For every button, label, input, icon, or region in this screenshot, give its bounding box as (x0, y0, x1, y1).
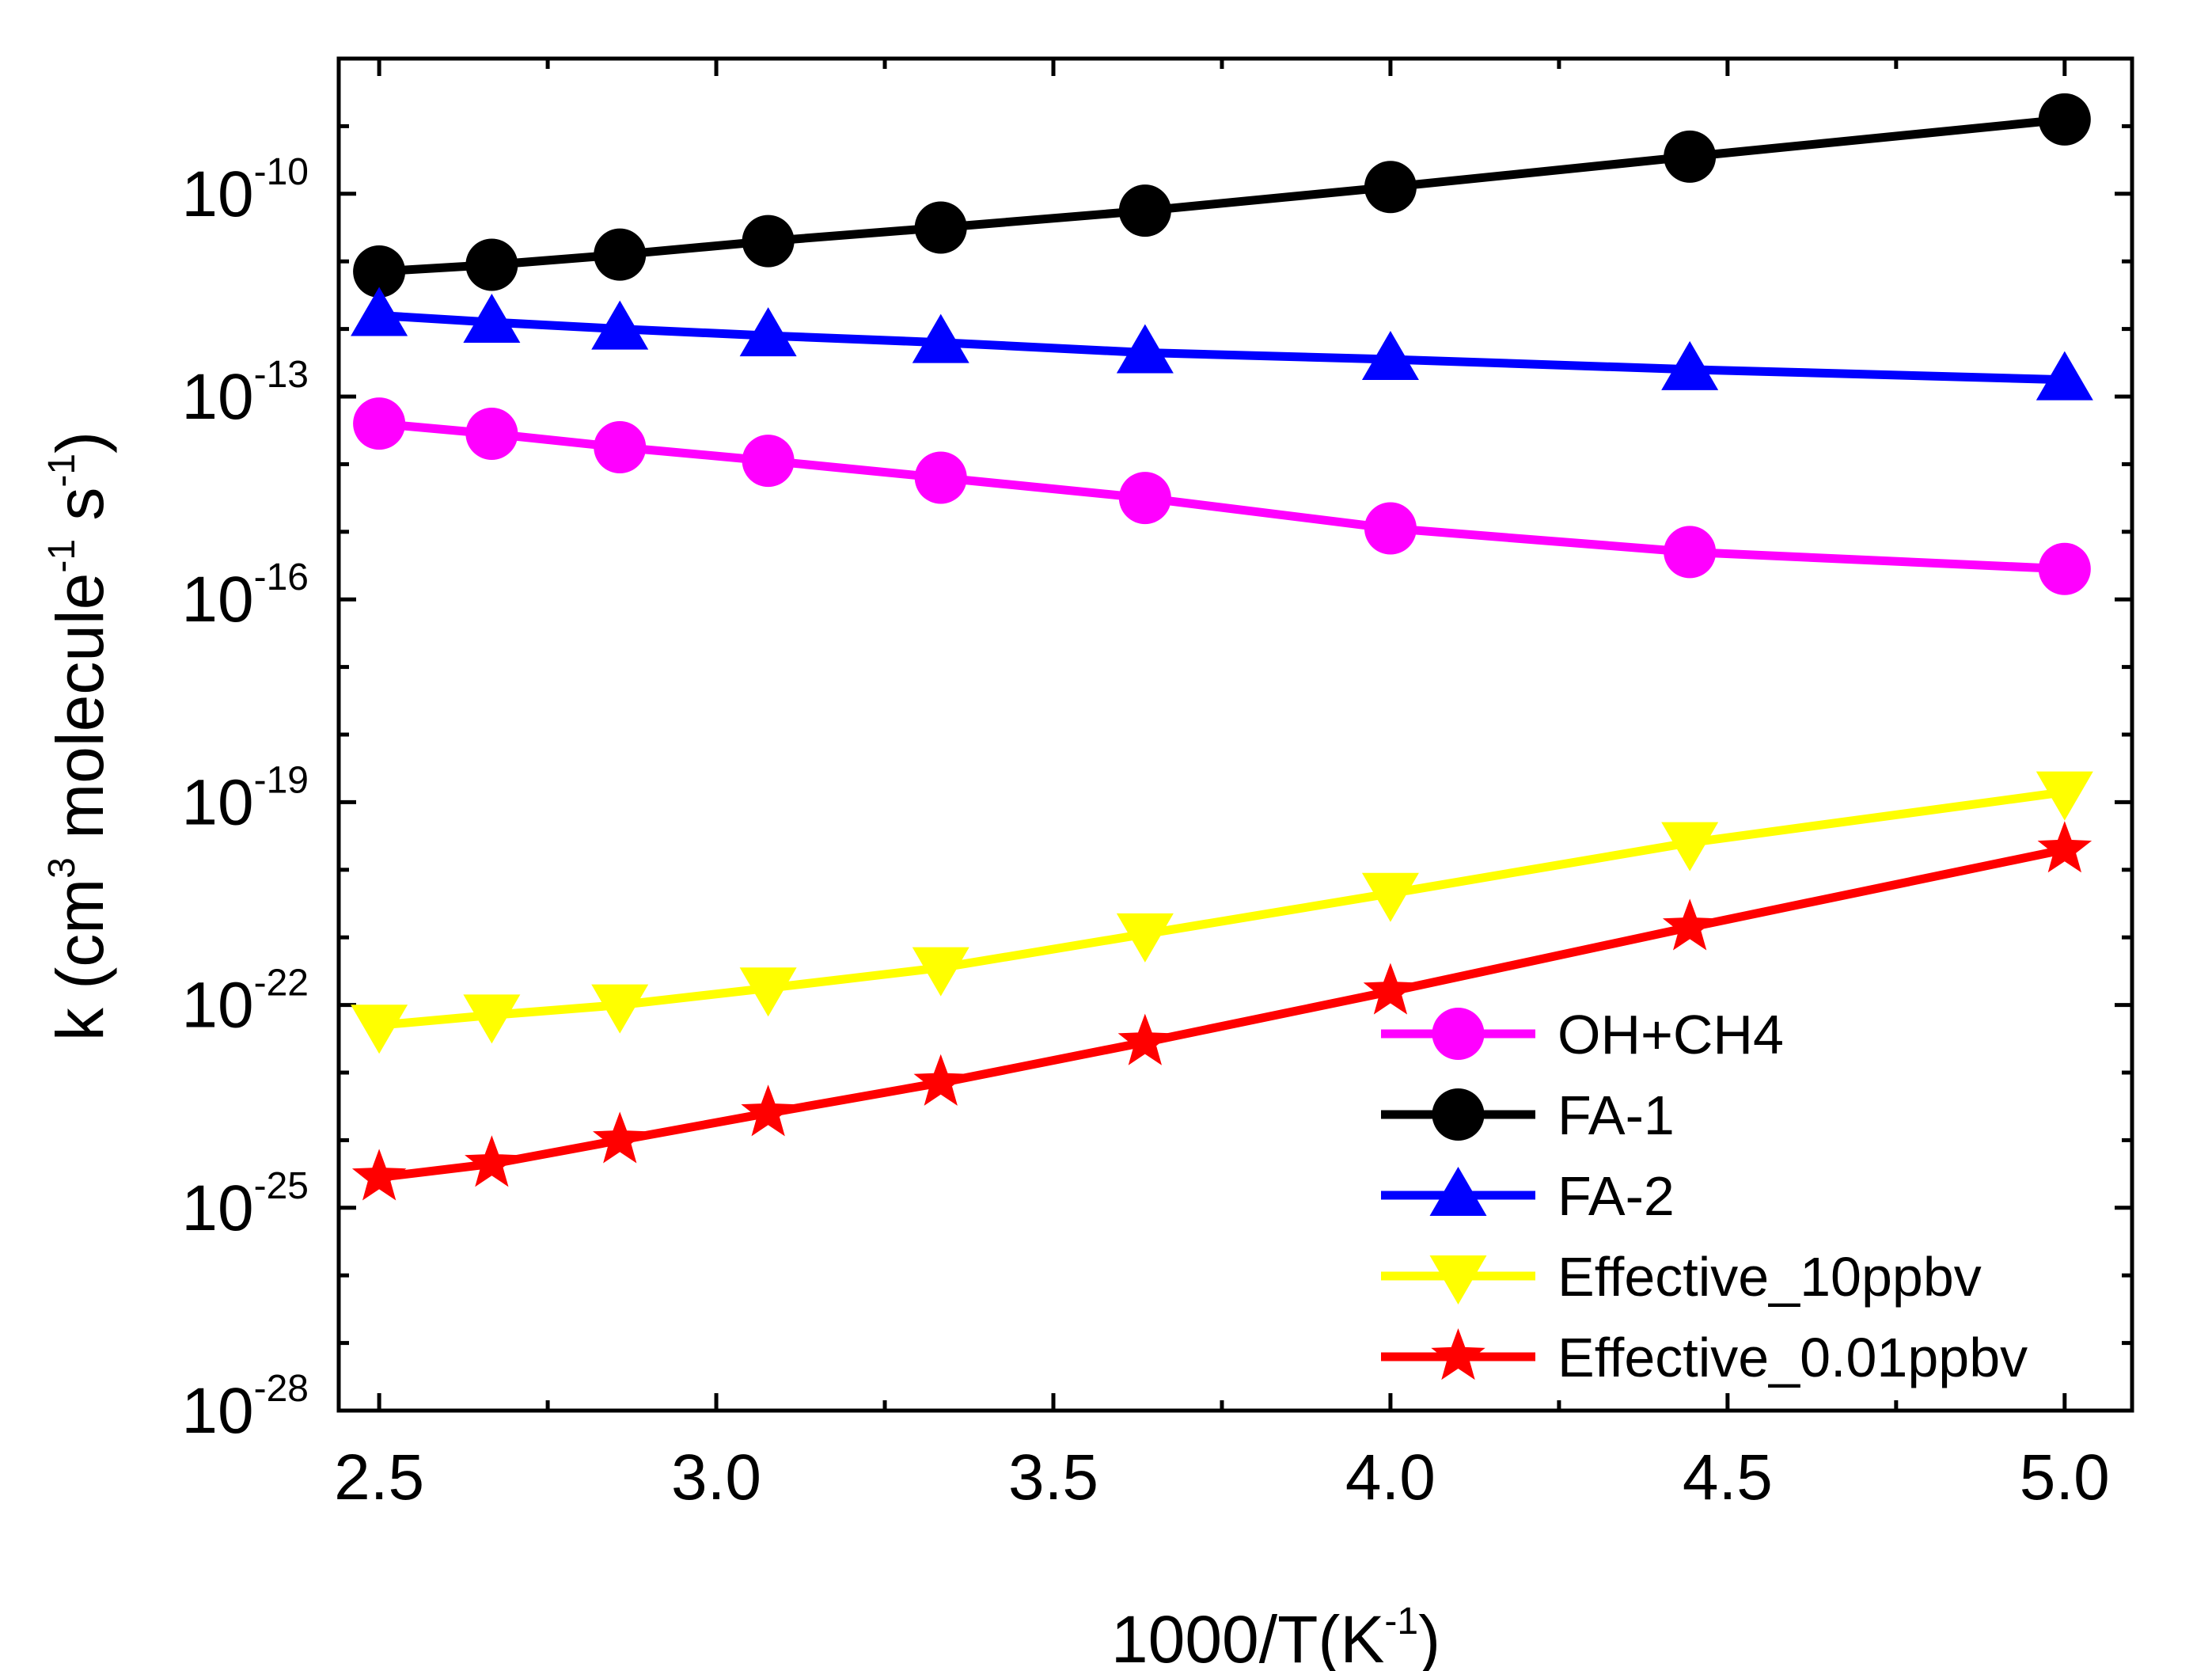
series-markers (351, 93, 2093, 1201)
point-effective-0-01ppbv (741, 1084, 795, 1137)
y-tick-label: 10-28 (181, 1368, 309, 1447)
point-effective-0-01ppbv (1117, 1013, 1173, 1065)
y-tick-label: 10-13 (181, 354, 309, 433)
point-oh-ch4 (1118, 472, 1171, 525)
point-oh-ch4 (2038, 542, 2091, 595)
point-effective-0-01ppbv (1363, 963, 1418, 1015)
point-fa-2 (351, 287, 408, 336)
legend-label: FA-1 (1558, 1084, 1675, 1146)
point-fa-2 (912, 313, 969, 363)
x-tick-label: 4.5 (1683, 1441, 1773, 1513)
x-tick-label: 4.0 (1345, 1441, 1436, 1513)
y-tick-label: 10-22 (181, 963, 309, 1042)
point-fa-1 (353, 245, 406, 298)
point-fa-2 (1361, 331, 1419, 381)
y-tick-label: 10-16 (181, 556, 309, 636)
point-fa-1 (914, 201, 967, 254)
point-effective-10ppbv (463, 994, 521, 1044)
point-fa-1 (1664, 130, 1717, 183)
legend-marker (1431, 1328, 1485, 1380)
point-fa-2 (1661, 340, 1719, 390)
x-tick-label: 5.0 (2020, 1441, 2110, 1513)
x-axis-title: 1000/T(K-1) (1111, 1601, 1440, 1671)
legend-label: OH+CH4 (1558, 1004, 1784, 1065)
point-effective-0-01ppbv (1662, 898, 1717, 951)
series-lines (378, 115, 2066, 1182)
legend-item-oh-ch4: OH+CH4 (1381, 1004, 1784, 1065)
point-oh-ch4 (914, 451, 967, 504)
point-fa-2 (2036, 351, 2093, 401)
point-fa-1 (742, 215, 795, 268)
point-oh-ch4 (1364, 502, 1417, 555)
legend-marker (1432, 1088, 1485, 1141)
legend-marker (1429, 1255, 1487, 1305)
point-effective-0-01ppbv (465, 1135, 519, 1187)
point-effective-10ppbv (1116, 913, 1174, 963)
point-fa-2 (1116, 324, 1174, 374)
legend-item-effective-0-01ppbv: Effective_0.01ppbv (1381, 1327, 2028, 1388)
point-effective-10ppbv (1661, 822, 1719, 872)
legend-label: FA-2 (1558, 1165, 1675, 1227)
plot-frame (336, 56, 2134, 1413)
point-effective-10ppbv (591, 984, 649, 1034)
y-tick-labels: 10-10 10-13 10-16 10-19 10-22 10-25 10-28 (181, 151, 309, 1447)
point-effective-10ppbv (351, 1004, 408, 1054)
y-tick-label: 10-25 (181, 1165, 309, 1244)
point-fa-1 (465, 238, 518, 291)
point-fa-2 (463, 294, 521, 344)
point-fa-2 (591, 300, 649, 350)
point-effective-10ppbv (2036, 771, 2093, 821)
legend-marker (1429, 1167, 1487, 1216)
point-fa-1 (594, 228, 647, 281)
y-axis-title: k (cm3 molecule-1 s-1) (41, 431, 117, 1041)
x-tick-label: 2.5 (334, 1441, 424, 1513)
point-effective-10ppbv (1361, 872, 1419, 922)
legend-item-fa-1: FA-1 (1381, 1084, 1675, 1146)
point-fa-1 (2038, 93, 2091, 146)
point-effective-0-01ppbv (593, 1111, 647, 1164)
point-oh-ch4 (594, 421, 647, 474)
point-effective-10ppbv (739, 967, 797, 1017)
point-fa-2 (739, 307, 797, 357)
point-oh-ch4 (465, 407, 518, 460)
x-tick-labels: 2.5 3.0 3.5 4.0 4.5 5.0 (334, 1441, 2110, 1513)
point-oh-ch4 (742, 435, 795, 488)
series-line-effective-0-01ppbv (378, 845, 2066, 1182)
x-tick-label: 3.5 (1008, 1441, 1098, 1513)
legend-item-effective-10ppbv: Effective_10ppbv (1381, 1246, 1982, 1308)
point-effective-0-01ppbv (2037, 821, 2092, 873)
point-oh-ch4 (1664, 526, 1717, 579)
y-tick-label: 10-19 (181, 759, 309, 838)
legend-item-fa-2: FA-2 (1381, 1165, 1675, 1227)
point-fa-1 (1364, 161, 1417, 214)
legend-label: Effective_0.01ppbv (1558, 1327, 2028, 1388)
point-effective-0-01ppbv (351, 1149, 407, 1201)
point-fa-1 (1118, 184, 1171, 237)
legend-label: Effective_10ppbv (1558, 1246, 1982, 1308)
x-tick-label: 3.0 (671, 1441, 761, 1513)
legend: OH+CH4 FA-1 FA-2 Effective_10ppbv Effective_… (1381, 1004, 2028, 1388)
point-effective-10ppbv (912, 947, 969, 997)
legend-marker (1432, 1008, 1485, 1060)
point-effective-0-01ppbv (913, 1054, 968, 1106)
point-oh-ch4 (353, 397, 406, 450)
y-tick-label: 10-10 (181, 151, 309, 230)
